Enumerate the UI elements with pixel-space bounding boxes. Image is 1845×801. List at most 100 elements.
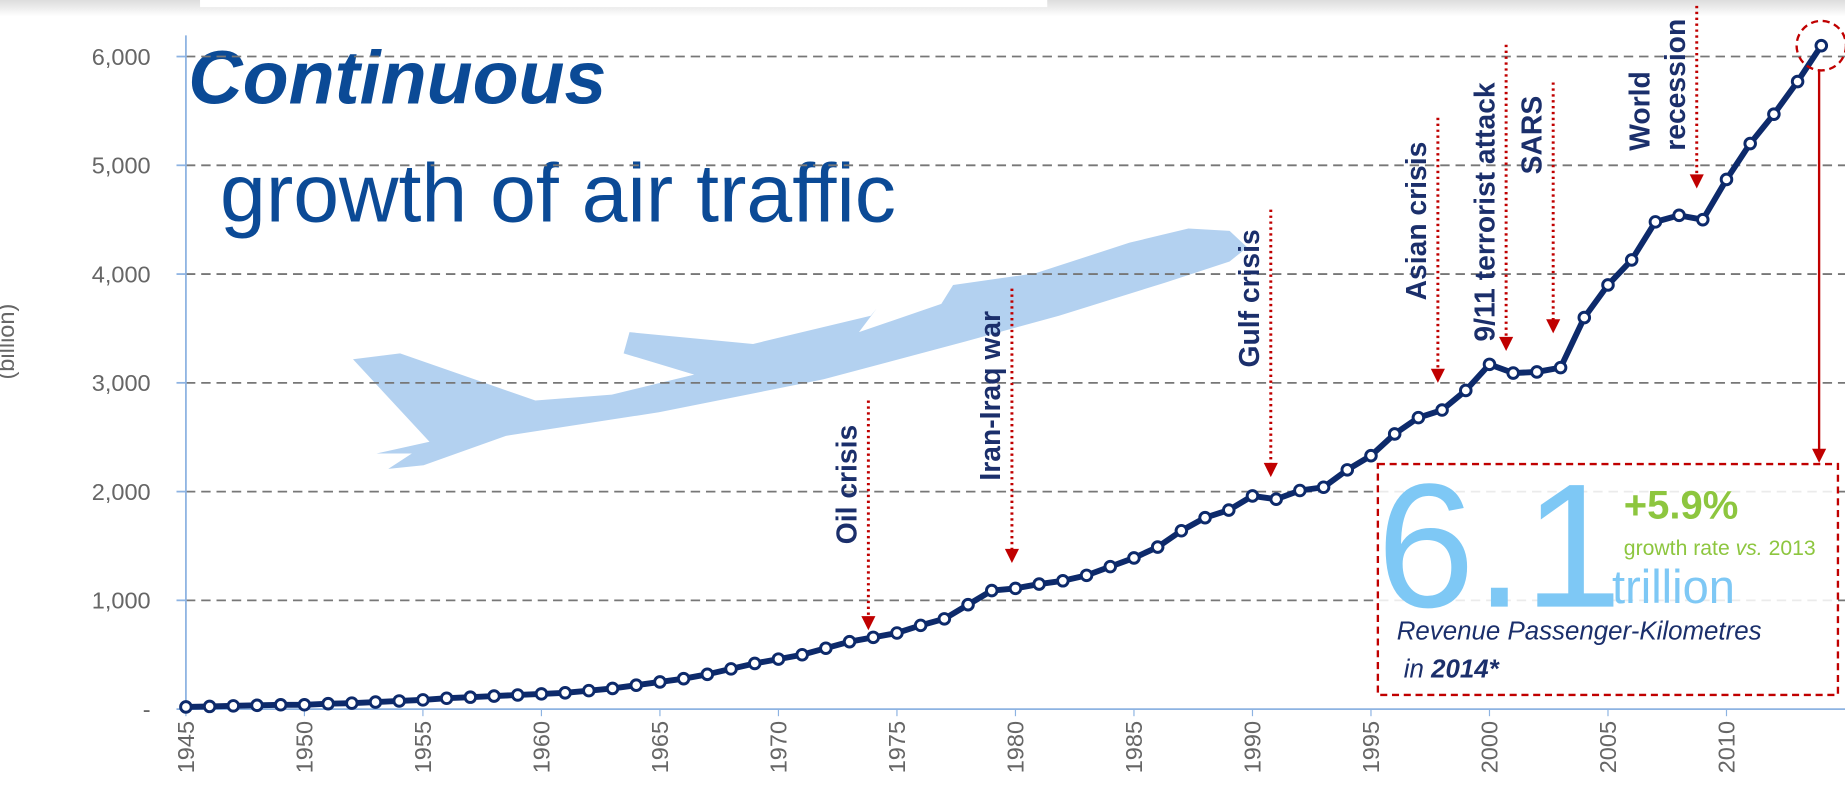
point: [1152, 542, 1163, 553]
y-tick-label: 1,000: [92, 588, 151, 614]
point: [655, 677, 666, 688]
x-tick-label: 1965: [647, 721, 673, 773]
point: [1769, 109, 1780, 120]
point: [631, 680, 642, 691]
point: [1342, 465, 1353, 476]
point: [1626, 255, 1637, 266]
year-text: in 2014*: [1404, 655, 1501, 683]
y-tick-label: 6,000: [92, 44, 151, 70]
point: [1792, 76, 1803, 87]
top-panel: [200, 0, 1047, 7]
point: [749, 658, 760, 669]
point: [394, 696, 405, 707]
arrow-head: [1005, 549, 1019, 563]
annotation-label: Asian crisis: [1400, 142, 1432, 301]
annotation-label: Gulf crisis: [1233, 229, 1265, 367]
annotation-label: 9/11 terrorist attack: [1468, 82, 1500, 342]
point: [726, 664, 737, 675]
point: [986, 585, 997, 596]
y-tick-label: 4,000: [92, 261, 151, 287]
airplane-silhouette: [353, 229, 1247, 469]
page: (billion) Continuous growth of air traff…: [0, 0, 1845, 801]
arrow-head: [1812, 449, 1826, 463]
x-tick-label: 1995: [1358, 721, 1384, 773]
point: [963, 599, 974, 610]
growth-note: growth rate vs. 2013: [1624, 537, 1816, 560]
growth-note-vs: vs.: [1736, 537, 1763, 560]
point: [1697, 214, 1708, 225]
point: [536, 689, 547, 700]
point: [489, 691, 500, 702]
point: [1034, 579, 1045, 590]
growth: +5.9%: [1624, 483, 1739, 527]
point: [181, 702, 192, 713]
y-tick-label: 3,000: [92, 370, 151, 396]
annotation-label: Iran-Iraq war: [974, 311, 1006, 481]
x-tick-label: 2005: [1595, 721, 1621, 773]
point: [868, 632, 879, 643]
point: [323, 698, 334, 709]
y-axis-label: (billion): [0, 304, 19, 380]
measure: Revenue Passenger-Kilometres: [1397, 618, 1762, 646]
point: [1058, 575, 1069, 586]
arrow-head: [1690, 174, 1704, 188]
point: [1508, 368, 1519, 379]
point: [1532, 367, 1543, 378]
x-tick-label: 1985: [1121, 721, 1147, 773]
arrow-head: [1431, 369, 1445, 383]
annotation-label: SARS: [1515, 96, 1547, 175]
point: [1460, 385, 1471, 396]
point: [773, 654, 784, 665]
point: [275, 699, 286, 710]
point: [1555, 362, 1566, 373]
point: [204, 701, 215, 712]
year-prefix: in: [1404, 655, 1424, 683]
annotation-label: Oil crisis: [831, 425, 863, 544]
chart-subtitle: growth of air traffic: [220, 147, 896, 239]
point: [797, 649, 808, 660]
x-tick-label: 1990: [1240, 721, 1266, 773]
point: [892, 628, 903, 639]
growth-note-year: 2013: [1769, 537, 1816, 560]
point: [299, 699, 310, 710]
arrow-head: [1546, 319, 1560, 333]
point: [1081, 570, 1092, 581]
point: [1816, 40, 1827, 51]
point: [441, 693, 452, 704]
point: [844, 636, 855, 647]
point: [939, 614, 950, 625]
arrow-head: [1264, 463, 1278, 477]
point: [1366, 450, 1377, 461]
x-tick-label: 1975: [884, 721, 910, 773]
point: [915, 620, 926, 631]
point: [1721, 174, 1732, 185]
annotation-label: recession: [1659, 19, 1691, 151]
chart-title: Continuous: [188, 36, 606, 120]
point: [1603, 280, 1614, 291]
x-tick-label: 1950: [292, 721, 318, 773]
point: [1176, 525, 1187, 536]
x-tick-label: 2010: [1714, 721, 1740, 773]
point: [1223, 505, 1234, 516]
year-value: 2014*: [1430, 655, 1501, 683]
point: [678, 673, 689, 684]
point: [252, 700, 263, 711]
point: [1010, 583, 1021, 594]
x-tick-label: 1960: [529, 721, 555, 773]
point: [347, 698, 358, 709]
point: [1389, 429, 1400, 440]
x-tick-label: 1980: [1003, 721, 1029, 773]
y-tick-label: -: [143, 696, 151, 722]
y-tick-label: 5,000: [92, 153, 151, 179]
point: [228, 701, 239, 712]
x-tick-label: 1945: [173, 721, 199, 773]
x-tick-label: 2000: [1477, 721, 1503, 773]
arrow-head: [1499, 337, 1513, 351]
point: [1674, 210, 1685, 221]
point: [607, 683, 618, 694]
point: [1105, 561, 1116, 572]
point: [702, 669, 713, 680]
annotation-label: World: [1624, 71, 1656, 151]
point: [1745, 138, 1756, 149]
point: [512, 690, 523, 701]
